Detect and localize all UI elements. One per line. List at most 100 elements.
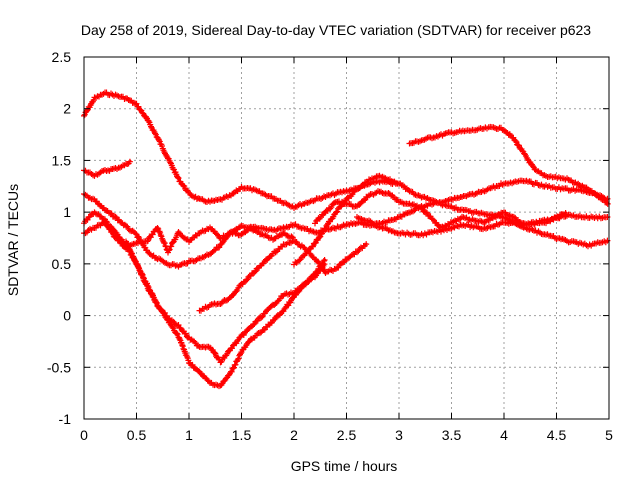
series-sat-h	[196, 238, 370, 314]
data-point-marker	[216, 244, 223, 251]
data-point-marker	[335, 264, 342, 271]
data-point-marker	[180, 345, 187, 352]
x-tick-label: 2	[290, 427, 298, 443]
data-point-marker	[154, 225, 161, 231]
data-point-marker	[233, 288, 240, 295]
data-point-marker	[126, 158, 133, 165]
data-point-marker	[331, 199, 338, 206]
data-point-marker	[138, 270, 145, 277]
data-point-marker	[363, 241, 370, 248]
data-point-marker	[562, 210, 569, 216]
data-point-marker	[333, 209, 339, 216]
data-point-marker	[114, 231, 121, 238]
data-point-marker	[230, 190, 237, 197]
data-point-marker	[346, 254, 353, 261]
data-point-marker	[144, 282, 151, 289]
data-point-marker	[512, 137, 519, 144]
data-point-marker	[174, 331, 181, 338]
data-point-marker	[118, 236, 125, 243]
data-point-marker	[524, 156, 531, 163]
data-point-marker	[309, 243, 316, 250]
data-point-marker	[189, 361, 196, 368]
data-series	[81, 89, 611, 390]
x-tick-label: 4.5	[547, 427, 567, 443]
x-tick-label: 2.5	[337, 427, 357, 443]
data-point-marker	[175, 322, 182, 328]
series-line	[409, 126, 610, 205]
y-tick-label: 1.5	[52, 152, 72, 168]
data-point-marker	[271, 316, 278, 323]
x-tick-label: 0	[80, 427, 88, 443]
data-point-marker	[146, 286, 153, 293]
data-point-marker	[232, 361, 239, 368]
data-point-marker	[604, 200, 611, 207]
data-point-marker	[252, 268, 259, 275]
data-point-marker	[169, 324, 176, 331]
axis-ticks: 0 0.5 1 1.5 2 2.5 3 3.5 4 4.5 5 -1 -0.5 0 0.5 1 1.5 2 2.5	[47, 49, 613, 443]
x-tick-label: 0.5	[127, 427, 147, 443]
data-point-marker	[161, 240, 168, 247]
x-tick-label: 1	[185, 427, 193, 443]
data-point-marker	[422, 209, 429, 216]
x-tick-label: 1.5	[232, 427, 252, 443]
data-point-marker	[234, 356, 241, 363]
data-point-marker	[316, 234, 323, 241]
data-point-marker	[314, 268, 321, 275]
data-point-marker	[128, 250, 135, 257]
data-point-marker	[359, 183, 366, 189]
y-tick-label: 1	[63, 204, 71, 220]
data-point-marker	[313, 269, 320, 276]
data-point-marker	[168, 243, 175, 250]
series-sat-e	[81, 211, 611, 256]
data-point-marker	[229, 345, 235, 352]
data-point-marker	[159, 309, 166, 316]
data-point-marker	[175, 175, 182, 182]
data-point-marker	[288, 233, 295, 240]
y-tick-label: 2	[63, 101, 71, 117]
data-point-marker	[259, 313, 266, 320]
series-sat-j	[312, 177, 611, 227]
data-point-marker	[356, 201, 363, 208]
data-point-marker	[324, 221, 331, 228]
data-point-marker	[152, 130, 159, 137]
x-tick-label: 5	[605, 427, 613, 443]
data-point-marker	[123, 222, 129, 229]
x-axis-label: GPS time / hours	[291, 458, 398, 474]
data-point-marker	[354, 249, 360, 256]
x-tick-label: 4	[500, 427, 508, 443]
x-tick-label: 3.5	[442, 427, 462, 443]
data-point-marker	[173, 330, 180, 337]
data-point-marker	[320, 258, 327, 264]
y-tick-label: -1	[59, 411, 72, 427]
data-point-marker	[135, 103, 142, 110]
data-point-marker	[132, 230, 139, 237]
data-point-marker	[419, 205, 426, 212]
data-point-marker	[306, 277, 313, 284]
x-tick-label: 3	[395, 427, 403, 443]
series-sat-k	[354, 204, 569, 231]
series-sat-c	[406, 123, 611, 207]
data-point-marker	[214, 231, 220, 238]
data-point-marker	[211, 349, 218, 356]
chart-title: Day 258 of 2019, Sidereal Day-to-day VTE…	[81, 22, 591, 38]
data-point-marker	[149, 231, 156, 238]
data-point-marker	[228, 368, 235, 375]
series-sat-g	[123, 238, 328, 390]
data-point-marker	[296, 257, 303, 264]
data-point-marker	[328, 204, 335, 211]
y-axis-label: SDTVAR / TECUs	[5, 184, 21, 296]
data-point-marker	[125, 242, 132, 249]
data-point-marker	[195, 342, 202, 349]
data-point-marker	[334, 208, 341, 215]
data-point-marker	[424, 209, 430, 216]
data-point-marker	[144, 238, 150, 245]
data-point-marker	[181, 183, 188, 190]
data-point-marker	[182, 330, 189, 337]
data-point-marker	[361, 197, 367, 204]
y-tick-label: 0	[63, 308, 71, 324]
data-point-marker	[250, 322, 257, 328]
data-point-marker	[315, 259, 322, 266]
data-point-marker	[243, 277, 250, 284]
series-sat-b	[81, 158, 133, 179]
